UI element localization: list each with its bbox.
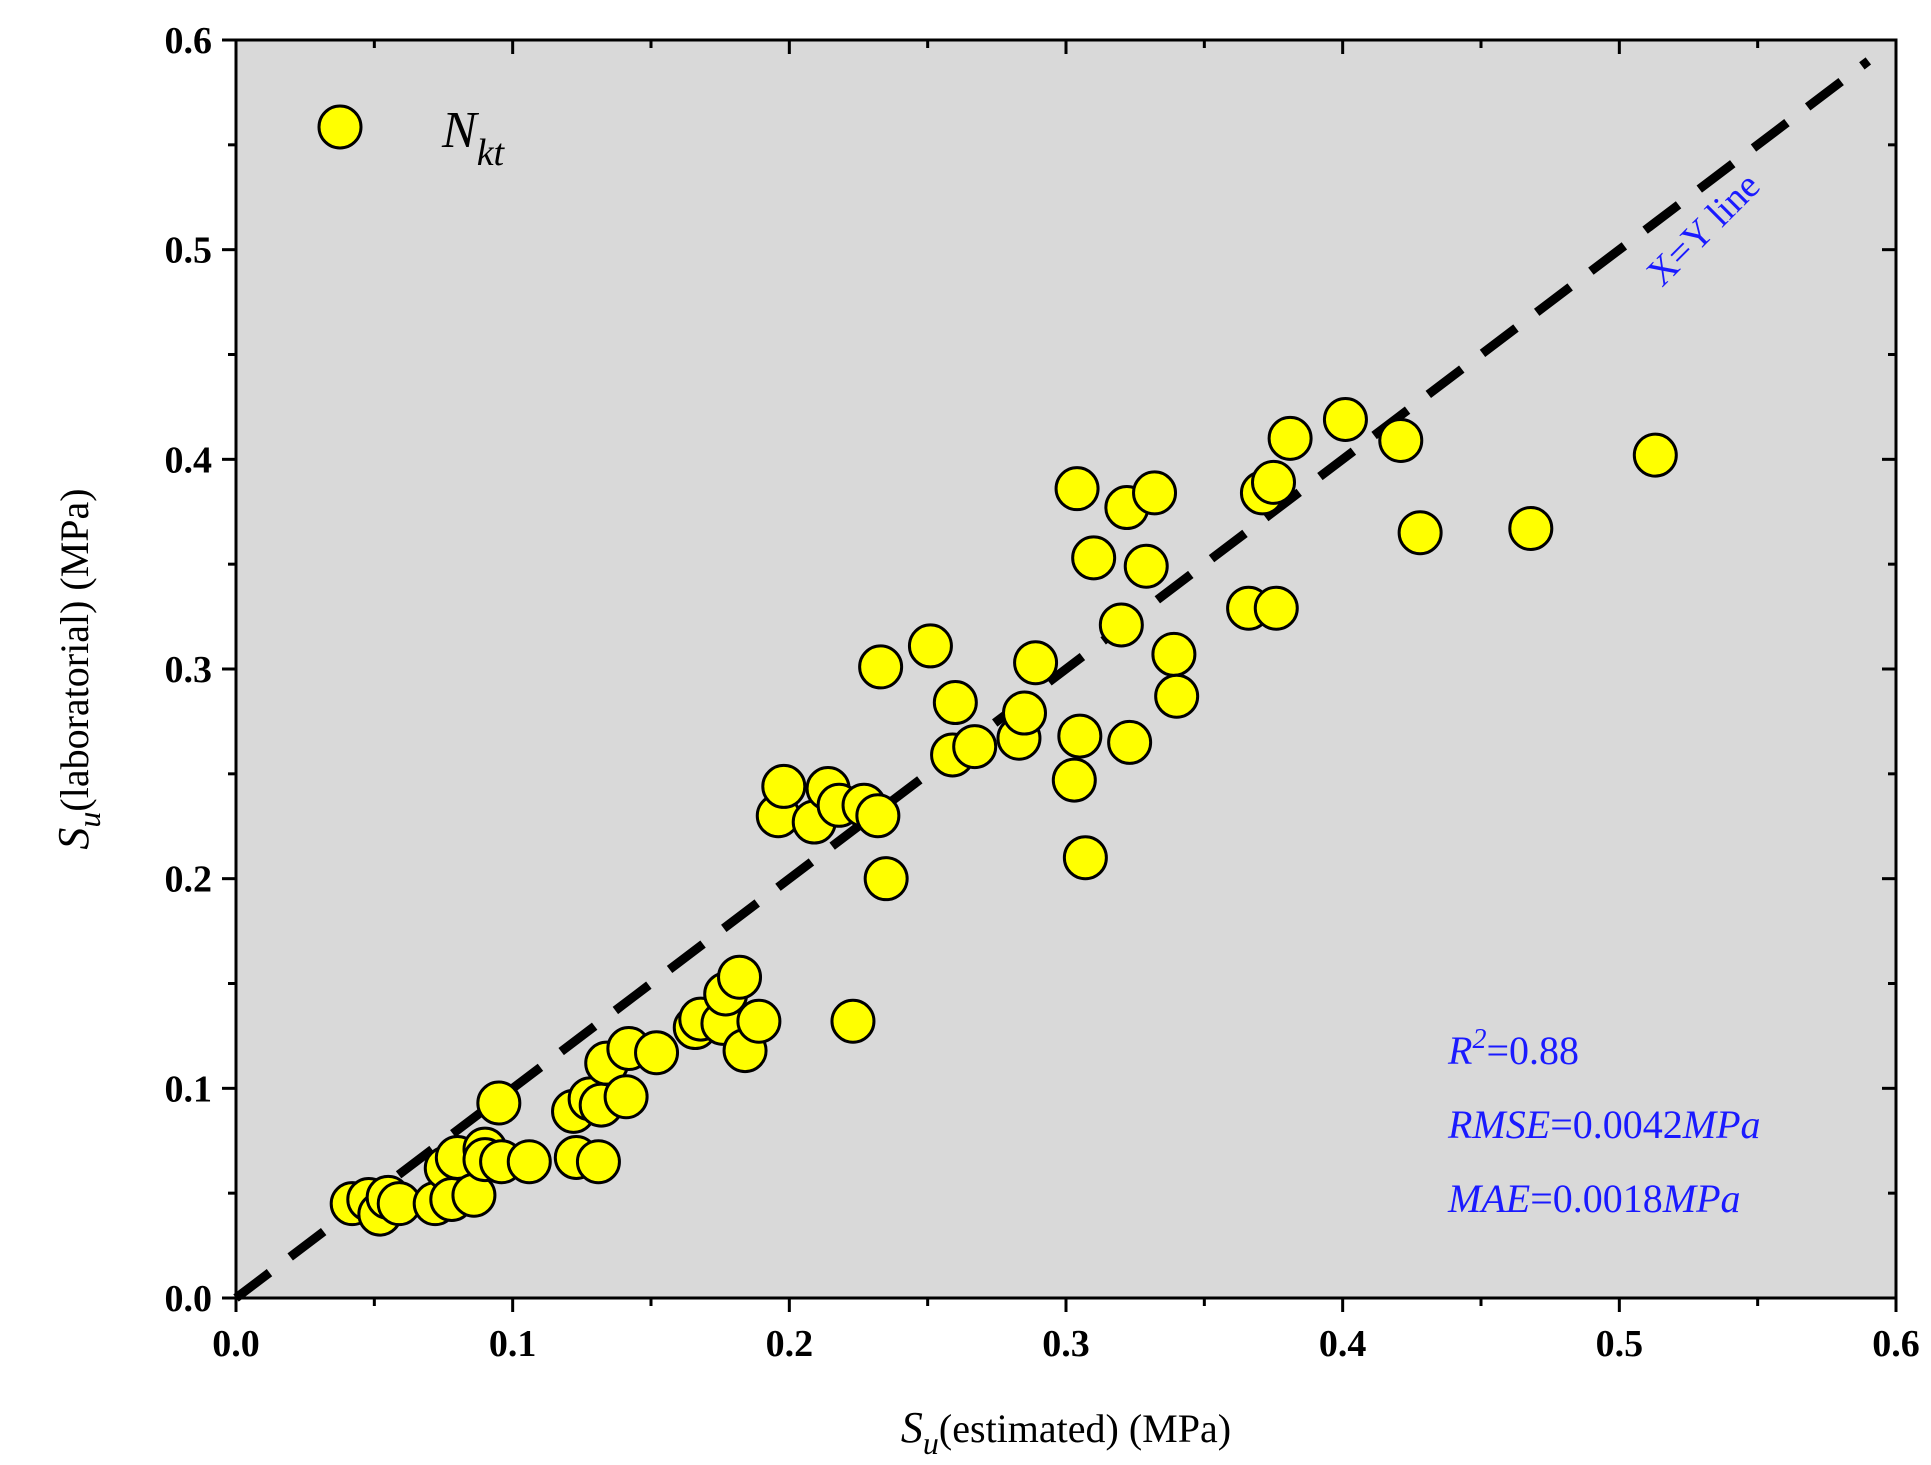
data-point — [1322, 396, 1368, 442]
y-tick-label: 0.3 — [165, 649, 213, 691]
data-point — [1098, 602, 1144, 648]
data-point — [858, 644, 904, 690]
data-point — [603, 1074, 649, 1120]
data-point — [932, 680, 978, 726]
data-point — [1632, 432, 1678, 478]
rmse-value: =0.0042 — [1550, 1102, 1683, 1147]
data-point — [1253, 585, 1299, 631]
plot-frame — [234, 38, 1898, 1300]
axis-ticks: 0.00.0 0.1 0.1 0.2 0.2 0.3 0.3 0.4 0.4 0.5 0.5 0.6 0… — [165, 20, 1920, 1365]
rmse-label: RMSE — [1447, 1102, 1550, 1147]
data-point — [1071, 535, 1117, 581]
y-axis-subscript: u — [71, 812, 107, 828]
data-point — [907, 623, 953, 669]
x-tick-label: 0.3 — [1042, 1323, 1090, 1365]
data-point — [1057, 713, 1103, 759]
data-point — [1054, 466, 1100, 512]
x-tick-label: 0.1 — [489, 1323, 537, 1365]
x-tick-label: 0.0 — [212, 1323, 260, 1365]
y-axis-rest: (laboratorial) (MPa) — [52, 488, 97, 811]
data-point — [717, 954, 763, 1000]
y-axis-title: Su(laboratorial) (MPa) — [49, 488, 107, 849]
y-axis-symbol: S — [49, 828, 98, 850]
data-point — [830, 998, 876, 1044]
data-point — [863, 856, 909, 902]
data-point — [1107, 719, 1153, 765]
data-point — [1151, 631, 1197, 677]
data-point — [1267, 415, 1313, 461]
legend-symbol: N — [441, 102, 480, 159]
y-tick-label: 0.6 — [165, 20, 213, 62]
data-point — [761, 763, 807, 809]
mae-stat: MAE=0.0018MPa — [1447, 1176, 1741, 1221]
r2-label: R — [1447, 1028, 1472, 1073]
r2-superscript: 2 — [1472, 1024, 1486, 1055]
legend-label: Nkt — [441, 102, 506, 174]
legend-marker — [317, 104, 363, 150]
y-tick-label: 0.0 — [165, 1278, 213, 1320]
x-tick-label: 0.6 — [1872, 1323, 1920, 1365]
data-point — [736, 998, 782, 1044]
data-point — [1251, 459, 1296, 505]
x-axis-subscript: u — [923, 1425, 939, 1461]
mae-value: =0.0018 — [1530, 1176, 1663, 1221]
x-axis-symbol: S — [901, 1403, 923, 1452]
x-tick-label: 0.2 — [766, 1323, 814, 1365]
r2-stat: R2=0.88 — [1447, 1024, 1579, 1073]
data-point — [1397, 510, 1443, 556]
y-tick-label: 0.1 — [165, 1068, 213, 1110]
data-point — [1508, 506, 1554, 552]
data-point — [634, 1030, 680, 1076]
data-point — [855, 793, 901, 839]
data-points — [329, 396, 1678, 1237]
data-point — [1002, 690, 1047, 736]
rmse-stat: RMSE=0.0042MPa — [1447, 1102, 1761, 1147]
y-tick-label: 0.5 — [165, 230, 213, 272]
y-tick-label: 0.4 — [165, 439, 213, 481]
rmse-unit: MPa — [1682, 1102, 1761, 1147]
y-tick-label: 0.2 — [165, 859, 213, 901]
data-point — [1051, 757, 1097, 803]
data-point — [1123, 543, 1169, 589]
x-tick-label: 0.5 — [1596, 1323, 1644, 1365]
data-point — [575, 1139, 621, 1185]
data-point — [1132, 470, 1178, 516]
data-point — [506, 1139, 552, 1185]
data-point — [952, 724, 998, 770]
x-axis-rest: (estimated) (MPa) — [939, 1406, 1231, 1451]
mae-label: MAE — [1447, 1176, 1530, 1221]
r2-value: =0.88 — [1486, 1028, 1579, 1073]
data-point — [1062, 835, 1108, 881]
mae-unit: MPa — [1662, 1176, 1741, 1221]
legend-subscript: kt — [477, 132, 506, 174]
data-point — [476, 1080, 522, 1126]
x-axis-title: Su(estimated) (MPa) — [901, 1403, 1231, 1461]
x-tick-label: 0.4 — [1319, 1323, 1367, 1365]
data-point — [1154, 673, 1200, 719]
data-point — [1013, 640, 1059, 686]
data-point — [1378, 417, 1424, 463]
